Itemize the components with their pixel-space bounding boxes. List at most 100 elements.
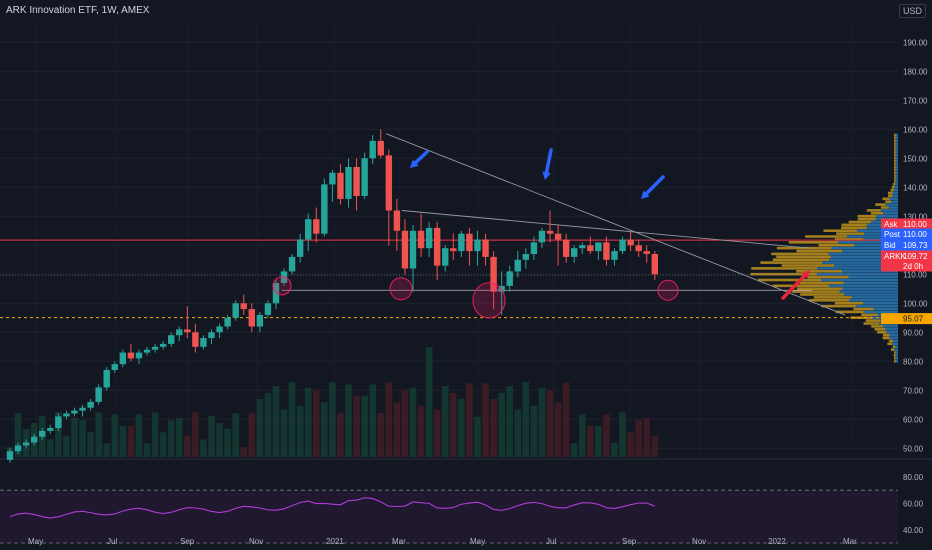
volume-bar (288, 382, 296, 457)
volume-profile-bar (895, 133, 898, 137)
candle-body (393, 210, 401, 231)
volume-bar (192, 412, 199, 457)
volume-profile-bar (863, 301, 898, 305)
rsi-band (0, 490, 898, 543)
volume-profile-bar (865, 319, 881, 322)
volume-profile-bar (895, 351, 898, 354)
volume-profile-bar (895, 165, 898, 169)
candle-body (554, 233, 562, 240)
candle-body (216, 326, 223, 333)
volume-profile-bar (843, 281, 898, 285)
volume-bar (417, 405, 425, 457)
x-tick-label: Mar (392, 537, 406, 546)
currency-button[interactable]: USD (898, 4, 926, 18)
volume-profile-bar (895, 177, 898, 180)
volume-profile-bar (788, 241, 838, 244)
volume-profile-bar (886, 330, 898, 334)
volume-bar (450, 392, 457, 457)
volume-profile-bar (895, 142, 898, 145)
volume-profile-bar (846, 235, 898, 238)
svg-text:2d 0h: 2d 0h (903, 262, 923, 271)
candle-body (135, 352, 143, 359)
volume-profile-bar (895, 148, 898, 151)
volume-bar (103, 443, 111, 457)
arrow-blue-2 (542, 148, 553, 180)
volume-profile-bar (894, 185, 898, 189)
volume-bar (232, 413, 239, 457)
volume-profile-bar (894, 145, 896, 148)
volume-profile-bar (893, 354, 896, 357)
candle-body (71, 410, 78, 414)
volume-profile-bar (885, 203, 898, 206)
volume-profile-bar (894, 148, 896, 151)
volume-profile-bar (894, 156, 896, 160)
candle-body (168, 335, 175, 344)
volume-bar (369, 384, 376, 457)
volume-profile-bar (760, 261, 823, 264)
volume-bar (530, 405, 538, 457)
y-tick-label: 130.00 (903, 212, 928, 221)
volume-profile-bar (870, 212, 884, 215)
label-countdown: 2d 0h (881, 260, 932, 272)
volume-profile-bar (894, 171, 896, 174)
volume-profile-bar (807, 275, 849, 279)
volume-profile-bar (781, 264, 835, 267)
x-tick-label: Nov (692, 537, 706, 546)
volume-bar (216, 422, 223, 457)
candle-body (579, 245, 586, 249)
volume-bar (184, 435, 191, 457)
volume-profile-bar (894, 151, 896, 154)
pivot-circle (389, 277, 413, 301)
volume-profile-bar (889, 197, 898, 201)
candle-body (200, 338, 207, 347)
y-tick-label: 180.00 (903, 67, 928, 76)
candle-body (95, 387, 102, 402)
volume-bar (296, 405, 304, 457)
volume-profile-bar (871, 325, 884, 328)
volume-profile-bar (829, 284, 898, 288)
candle-body (6, 451, 14, 460)
svg-text:ARKK: ARKK (884, 252, 906, 261)
candle-body (353, 167, 360, 196)
volume-profile-bar (841, 226, 867, 230)
volume-profile-bar (836, 232, 865, 235)
volume-bar (353, 395, 360, 457)
volume-bar (159, 432, 167, 457)
volume-profile-bar (894, 139, 896, 143)
volume-profile-bar (837, 241, 898, 244)
label-ask: Ask 110.00 (881, 218, 932, 230)
x-tick-label: Jul (107, 537, 117, 546)
trendline-lower (401, 210, 811, 249)
volume-profile-bar (863, 238, 898, 241)
arrow-blue-3 (641, 175, 665, 199)
pivot-circle (272, 276, 292, 296)
volume-profile-bar (842, 287, 898, 290)
volume-profile-bar (888, 339, 893, 343)
volume-bar (312, 390, 320, 457)
volume-profile-bar (883, 212, 898, 215)
volume-profile-bar (829, 258, 898, 261)
volume-profile-bar (823, 229, 858, 232)
volume-profile-bar (894, 351, 896, 354)
volume-bar (175, 418, 183, 457)
volume-bar (167, 420, 175, 457)
volume-profile-bar (792, 290, 840, 293)
volume-bar (280, 409, 288, 457)
volume-profile-bar (822, 261, 898, 264)
candle-body (482, 239, 489, 257)
candle-body (39, 430, 46, 437)
volume-bar (143, 443, 151, 457)
volume-profile-bar (887, 342, 893, 346)
candle-body (47, 428, 54, 431)
volume-bar (200, 439, 207, 457)
volume-bar (127, 425, 135, 457)
volume-profile-bar (882, 197, 890, 201)
volume-profile-bar (894, 162, 896, 166)
volume-profile-bar (891, 185, 895, 189)
volume-profile-bar (854, 243, 898, 247)
volume-profile-bar (893, 188, 898, 192)
candle-body (208, 332, 215, 339)
candle-body (151, 346, 159, 350)
volume-profile-bar (842, 249, 898, 253)
